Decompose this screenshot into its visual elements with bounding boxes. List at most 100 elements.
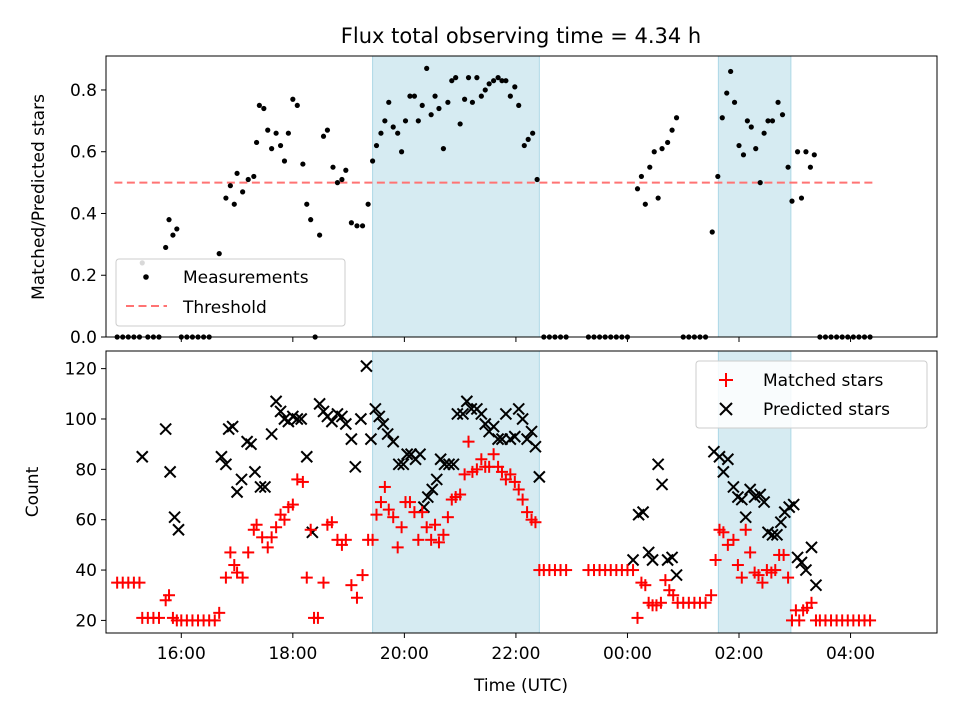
predicted-star-point [254,480,267,494]
measurement-point [330,164,336,170]
measurement-point [465,75,472,81]
matched-star-point [639,579,652,592]
predicted-star-point [345,432,358,446]
measurement-point [655,195,661,201]
predicted-star-point [235,473,248,486]
predicted-star-point [499,407,513,421]
measurement-point [449,78,455,84]
matched-star-point [441,511,454,524]
matched-star-point [521,506,534,519]
top-shaded-region-1 [717,55,792,338]
matched-star-point [291,473,304,486]
predicted-star-point [300,450,313,463]
matched-star-point [659,574,672,587]
measurement-point [744,118,750,124]
top-ytick-label: 0.0 [70,328,97,348]
matched-star-point [412,533,425,546]
predicted-star-point [381,427,394,441]
measurement-point [715,173,721,180]
measurement-point [669,127,675,133]
predicted-star-point [159,422,172,436]
matched-star-point [387,511,400,524]
measurement-point [785,164,791,170]
measurement-point [277,142,284,149]
predicted-star-point [248,465,262,479]
matched-star-point [250,518,263,531]
predicted-star-point [230,485,244,499]
measurement-point [378,130,384,136]
matched-star-point [219,571,232,584]
predicted-star-point [642,546,655,559]
bottom-xtick-label: 02:00 [715,644,764,664]
matched-star-point [475,453,488,466]
predicted-star-point [646,553,659,567]
measurement-point [436,105,442,112]
matched-star-point [133,576,146,589]
predicted-star-point [438,458,451,471]
predicted-star-point [397,458,410,471]
measurement-point [757,180,763,186]
matched-star-point [391,541,404,554]
measurement-point [373,142,380,149]
legend-matched-marker [719,373,733,387]
predicted-star-point [665,551,679,564]
matched-star-point [242,546,255,559]
predicted-star-point [421,490,435,504]
matched-star-point [395,521,408,534]
predicted-star-point [717,465,730,479]
predicted-star-point [655,478,669,491]
predicted-star-point [376,417,390,431]
measurement-point [382,118,388,124]
predicted-star-point [265,427,278,441]
predicted-star-point [226,420,239,433]
predicted-star-point [269,395,283,408]
predicted-star-point [529,440,542,453]
measurement-point [512,84,518,90]
matched-star-point [152,611,165,624]
predicted-star-point [491,432,505,446]
top-ytick-label: 0.4 [70,204,97,224]
predicted-star-point [533,470,546,484]
top-legend-box [115,258,346,327]
predicted-star-point [487,420,500,433]
matched-star-point [487,448,500,461]
matched-star-point [508,475,521,488]
predicted-star-point [795,556,808,569]
predicted-star-point [651,458,665,471]
measurement-point [304,201,310,207]
matched-star-point [782,571,795,584]
predicted-star-point [136,450,149,463]
measurement-point [651,149,657,155]
measurement-point [428,112,434,118]
measurement-point [775,99,781,105]
measurement-point [445,99,451,105]
matched-star-point [278,513,291,526]
predicted-star-point [525,425,538,438]
matched-star-point [504,468,517,481]
matched-star-point [356,569,369,582]
measurement-point [736,142,742,149]
measurement-point [499,78,505,84]
measurement-point [469,99,476,105]
matched-star-point [458,468,471,481]
measurement-point [273,130,279,136]
legend-predicted-label: Predicted stars [763,400,890,420]
matched-star-point [345,579,358,592]
matched-star-point [228,559,241,572]
matched-star-point [378,480,391,493]
measurement-point [398,149,405,155]
predicted-star-point [805,541,818,554]
measurement-point [402,118,409,124]
matched-star-point [752,569,765,582]
bottom-xtick-label: 18:00 [268,644,317,664]
matched-star-point [247,523,260,536]
measurement-point [719,115,725,121]
matched-star-point [756,576,769,589]
measurement-point [530,130,536,136]
predicted-star-point [274,405,287,418]
legend-matched-label: Matched stars [763,371,883,391]
matched-star-point [864,614,877,627]
matched-star-point [654,596,667,609]
matched-star-point [420,521,433,534]
predicted-star-point [508,430,522,443]
